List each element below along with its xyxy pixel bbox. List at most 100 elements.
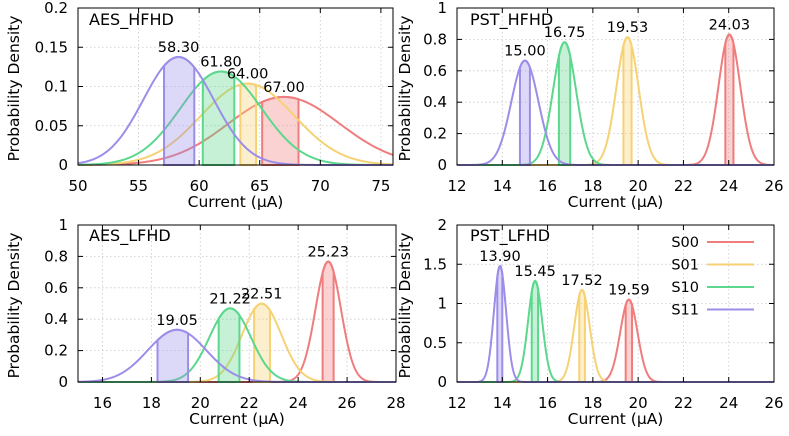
peak-label-s11: 58.30	[158, 40, 200, 56]
band-s10	[530, 279, 540, 383]
x-tick-label: 70	[311, 177, 330, 195]
y-tick-label: 0.1	[44, 78, 68, 96]
x-tick-label: 26	[764, 177, 783, 195]
y-axis-label: Probability Density	[5, 16, 23, 162]
legend-item-s10: S10	[671, 280, 754, 296]
peak-label-s11: 19.05	[156, 313, 198, 329]
x-tick-label: 24	[719, 177, 738, 195]
y-tick-label: 1	[437, 295, 447, 313]
band-s01	[622, 36, 633, 166]
x-tick-label: 26	[764, 394, 783, 412]
panel-title: PST_HFHD	[470, 10, 553, 30]
band-s00	[321, 260, 335, 383]
series-s00	[457, 298, 774, 383]
legend-label: S01	[671, 258, 699, 274]
y-tick-label: 0.5	[423, 334, 447, 352]
peak-label-s11: 13.90	[479, 249, 521, 265]
band-s11	[518, 59, 531, 166]
x-tick-label: 75	[371, 177, 390, 195]
x-tick-label: 18	[583, 177, 602, 195]
x-axis-label: Current (µA)	[568, 410, 664, 428]
y-tick-label: 0	[437, 156, 447, 174]
x-tick-label: 14	[493, 394, 512, 412]
plot-frame	[456, 7, 775, 166]
x-tick-label: 60	[190, 177, 209, 195]
x-tick-label: 16	[93, 394, 112, 412]
x-tick-label: 50	[68, 177, 87, 195]
x-axis-label: Current (µA)	[568, 193, 664, 211]
y-tick-label: 2	[437, 216, 447, 234]
x-tick-label: 20	[629, 394, 648, 412]
panel-pst-hfhd: 24.03 19.53 16.75 15.00 12 14 16 18 20 22 24 26 0 0.2…	[396, 0, 784, 211]
x-tick-label: 24	[289, 394, 308, 412]
band-s00	[724, 33, 735, 166]
y-tick-label: 0	[437, 373, 447, 391]
x-axis-label: Current (µA)	[189, 410, 285, 428]
y-tick-label: 0.15	[35, 38, 68, 56]
peak-label-s01: 22.51	[241, 287, 283, 303]
band-s10	[201, 70, 236, 166]
x-tick-label: 24	[719, 394, 738, 412]
legend-item-s01: S01	[671, 258, 754, 274]
peak-label-s10: 15.45	[514, 264, 556, 280]
band-s10	[557, 41, 572, 166]
x-tick-label: 22	[674, 177, 693, 195]
peak-label-s00: 25.23	[307, 245, 349, 261]
band-s01	[253, 302, 272, 383]
curve-s00	[77, 95, 394, 166]
y-tick-label: 0.05	[35, 117, 68, 135]
y-tick-label: 0.6	[44, 279, 68, 297]
legend-label: S11	[671, 303, 699, 319]
panel-title: AES_HFHD	[89, 10, 174, 30]
y-tick-label: 1	[437, 0, 447, 17]
x-tick-label: 65	[250, 177, 269, 195]
peak-label-s00: 67.00	[263, 80, 305, 96]
legend-label: S10	[671, 280, 699, 296]
y-axis-label: Probability Density	[396, 233, 414, 379]
series-s01	[77, 82, 394, 166]
y-tick-label: 0.8	[44, 247, 68, 265]
x-tick-label: 22	[240, 394, 259, 412]
peak-label-s01: 64.00	[227, 67, 269, 83]
x-tick-label: 16	[538, 394, 557, 412]
peak-label-s01: 17.52	[561, 273, 603, 289]
band-s00	[261, 95, 300, 166]
y-tick-label: 1	[58, 216, 68, 234]
y-axis-label: Probability Density	[396, 16, 414, 162]
peak-label-s11: 15.00	[504, 44, 546, 60]
x-tick-label: 18	[583, 394, 602, 412]
x-tick-label: 12	[447, 394, 466, 412]
legend-item-s11: S11	[671, 303, 754, 319]
x-tick-label: 55	[129, 177, 148, 195]
x-tick-label: 14	[493, 177, 512, 195]
curve-s01	[77, 82, 394, 166]
peak-label-s10: 21.22	[209, 291, 251, 307]
y-tick-label: 0	[58, 373, 68, 391]
y-tick-label: 1.5	[423, 255, 447, 273]
band-s11	[163, 56, 196, 166]
y-tick-label: 0.2	[423, 125, 447, 143]
series-s00	[77, 95, 394, 166]
peak-label-s01: 19.53	[607, 20, 649, 36]
panel-title: AES_LFHD	[89, 226, 171, 246]
curve-s10	[77, 70, 393, 166]
x-tick-label: 12	[447, 177, 466, 195]
peak-label-s10: 16.75	[544, 25, 586, 41]
x-tick-label: 18	[142, 394, 161, 412]
legend-item-s00: S00	[671, 235, 754, 251]
x-tick-label: 16	[538, 177, 557, 195]
y-tick-label: 0	[58, 156, 68, 174]
y-tick-label: 0.4	[44, 310, 68, 328]
curve-s00	[457, 298, 774, 383]
peak-label-s00: 24.03	[709, 18, 751, 34]
y-tick-label: 0.4	[423, 93, 447, 111]
x-axis-label: Current (µA)	[188, 193, 284, 211]
peak-label-s10: 61.80	[200, 55, 242, 71]
peak-label-s00: 19.59	[608, 283, 650, 299]
panel-title: PST_LFHD	[470, 226, 550, 246]
